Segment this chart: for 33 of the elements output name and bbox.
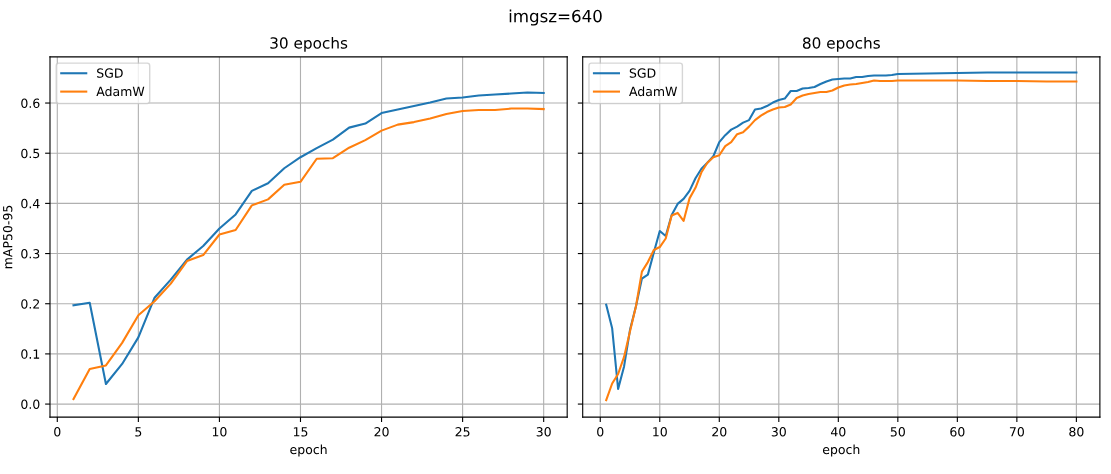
x-tick-label: 80 [1069, 427, 1084, 437]
y-tick-label: 0.0 [21, 399, 40, 409]
legend-label: SGD [629, 68, 656, 78]
x-tick-label: 10 [212, 427, 227, 437]
x-tick-label: 10 [653, 427, 667, 437]
y-tick-label: 0.1 [21, 349, 40, 359]
x-tick-label: 50 [890, 427, 905, 437]
chart-title: 80 epochs [802, 36, 880, 52]
x-axis-title: epoch [290, 444, 327, 457]
y-tick-label: 0.6 [21, 98, 40, 108]
x-tick-label: 5 [135, 427, 142, 437]
x-tick-label: 30 [771, 427, 786, 437]
x-tick-label: 25 [455, 427, 470, 437]
y-tick-label: 0.2 [21, 299, 40, 309]
x-tick-label: 15 [293, 427, 308, 437]
legend-label: AdamW [629, 86, 677, 97]
legend-label: AdamW [96, 86, 145, 97]
y-tick-label: 0.4 [21, 198, 40, 209]
y-axis-title: mAP50-95 [2, 205, 13, 269]
x-tick-label: 0 [54, 427, 61, 437]
x-tick-label: 70 [1009, 427, 1024, 437]
legend-label: SGD [97, 68, 123, 78]
x-axis-title: epoch [822, 444, 860, 457]
x-tick-label: 0 [597, 427, 604, 437]
x-tick-label: 20 [712, 427, 727, 437]
x-tick-label: 30 [536, 427, 551, 437]
chart-title: 30 epochs [270, 36, 348, 52]
x-tick-label: 40 [830, 427, 846, 437]
x-tick-label: 60 [950, 427, 965, 437]
x-tick-label: 20 [374, 427, 389, 437]
y-tick-label: 0.3 [21, 249, 40, 259]
y-tick-label: 0.5 [21, 148, 40, 159]
text: imgsz=640 [509, 9, 602, 26]
